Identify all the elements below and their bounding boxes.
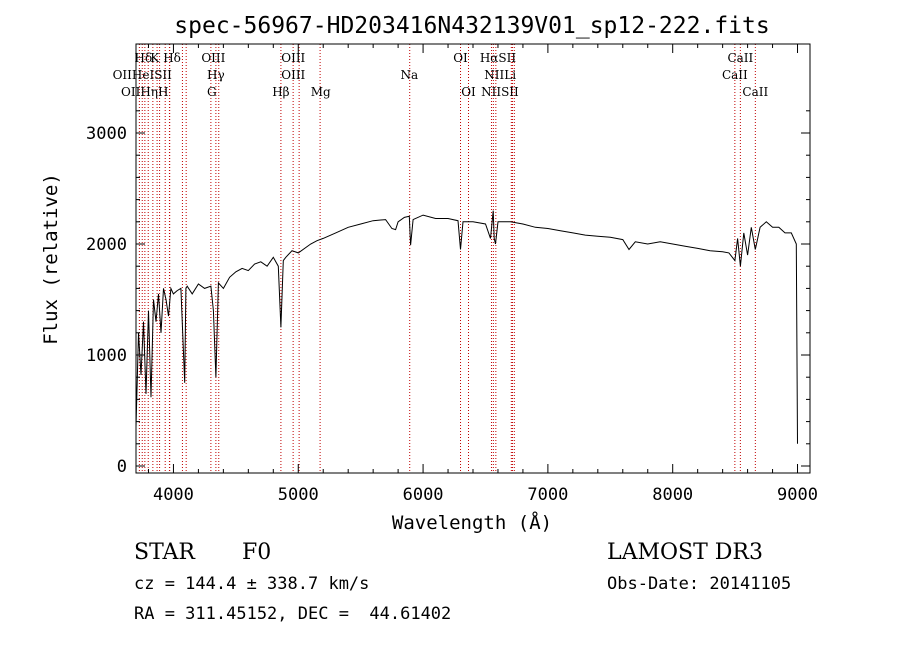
line-label: CaII xyxy=(722,68,748,82)
y-axis-ticks: 0 1000 2000 3000 xyxy=(86,110,810,477)
redshift-velocity: cz = 144.4 ± 338.7 km/s xyxy=(134,574,370,594)
y-tick-label: 0 xyxy=(117,457,127,477)
x-tick-label: 7000 xyxy=(527,485,568,505)
x-tick-label: 9000 xyxy=(777,485,818,505)
y-tick-label: 1000 xyxy=(86,346,127,366)
line-label: Hδ xyxy=(163,51,181,65)
spectral-subclass: F0 xyxy=(242,540,272,565)
line-label: Na xyxy=(401,68,419,82)
y-tick-label: 2000 xyxy=(86,235,127,255)
line-label: OIII xyxy=(281,51,305,65)
line-label: CaII xyxy=(727,51,753,65)
x-tick-label: 5000 xyxy=(278,485,319,505)
object-class: STAR xyxy=(134,540,195,565)
observation-date: Obs-Date: 20141105 xyxy=(607,574,792,594)
x-tick-label: 8000 xyxy=(652,485,693,505)
line-label: CaII xyxy=(742,85,768,99)
line-label: Hβ xyxy=(272,85,289,99)
x-tick-label: 4000 xyxy=(153,485,194,505)
line-label: G xyxy=(207,85,217,99)
line-label: K xyxy=(150,51,160,65)
x-tick-label: 6000 xyxy=(403,485,444,505)
line-label: Mg xyxy=(311,85,331,99)
plot-frame xyxy=(135,43,811,474)
spectrum-line xyxy=(135,210,798,444)
line-label: OIIHeISII xyxy=(113,68,173,82)
emission-line-markers xyxy=(138,44,756,473)
x-axis-ticks: 4000 5000 6000 7000 8000 9000 xyxy=(147,44,818,505)
emission-line-labels: HδK Hδ OIII OIII OI HαSII CaII OIIHeISII Hγ OIII N… xyxy=(113,51,769,99)
x-axis-label: Wavelength (Å) xyxy=(392,511,552,534)
chart-title: spec-56967-HD203416N432139V01_sp12-222.f… xyxy=(174,13,769,39)
line-label: OIII xyxy=(201,51,225,65)
line-label: Hγ xyxy=(207,68,225,82)
y-axis-label: Flux (relative) xyxy=(40,173,62,345)
sky-coordinates: RA = 311.45152, DEC = 44.61402 xyxy=(134,604,452,624)
line-label: OI xyxy=(461,85,476,99)
survey-name: LAMOST DR3 xyxy=(607,540,763,565)
y-tick-label: 3000 xyxy=(86,124,127,144)
line-label: OI xyxy=(453,51,468,65)
line-label: OIIHηH xyxy=(121,85,168,99)
line-label: NIISII xyxy=(481,85,519,99)
line-label: Hδ xyxy=(135,51,153,65)
line-label: HαSII xyxy=(480,51,517,65)
line-label: OIII xyxy=(281,68,305,82)
line-label: NIILi xyxy=(484,68,516,82)
